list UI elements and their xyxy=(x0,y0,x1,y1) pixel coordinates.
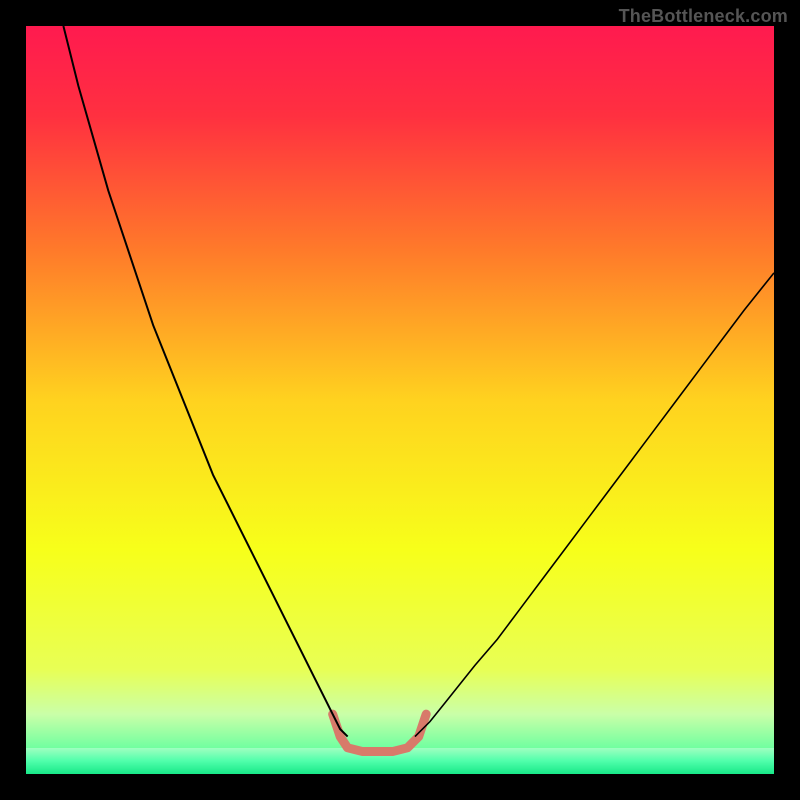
plot-area xyxy=(26,26,774,774)
curve-layer xyxy=(26,26,774,774)
chart-container: TheBottleneck.com xyxy=(0,0,800,800)
left-curve xyxy=(63,26,347,737)
bottom-highlight-curve xyxy=(333,714,427,751)
right-curve xyxy=(415,273,774,737)
watermark-text: TheBottleneck.com xyxy=(619,6,788,27)
